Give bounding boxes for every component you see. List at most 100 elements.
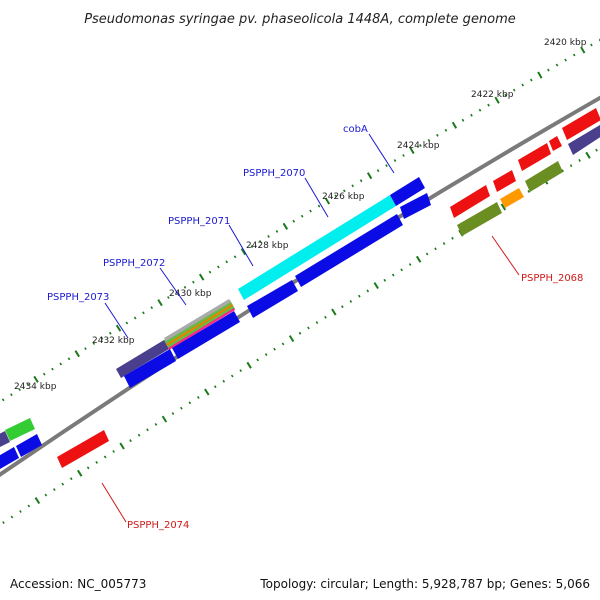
minor-tick: [86, 466, 90, 470]
major-tick: [537, 71, 543, 79]
major-tick: [74, 350, 80, 358]
minor-tick: [376, 169, 380, 173]
minor-tick: [233, 255, 237, 259]
cds-feature-blue[interactable]: [295, 214, 403, 287]
cds-feature-red[interactable]: [562, 108, 600, 140]
minor-tick: [408, 263, 412, 266]
cds-feature-blue[interactable]: [0, 447, 19, 469]
minor-tick: [569, 164, 573, 168]
cds-feature-blue[interactable]: [172, 311, 240, 359]
minor-tick: [133, 316, 137, 320]
minor-tick: [109, 331, 112, 335]
cds-feature-red[interactable]: [518, 143, 551, 171]
cds-feature-slate[interactable]: [568, 125, 600, 155]
gene-label-pspph-2070[interactable]: PSPPH_2070: [243, 168, 305, 179]
minor-tick: [442, 242, 446, 246]
scale-label: 2430 kbp: [169, 289, 212, 299]
minor-tick: [504, 93, 507, 97]
callout-line-pspph-2074: [101, 482, 127, 523]
minor-tick: [258, 240, 262, 243]
minor-tick: [154, 422, 158, 426]
minor-tick: [547, 68, 550, 72]
minor-tick: [51, 367, 54, 371]
scale-label: 2432 kbp: [92, 336, 135, 346]
gene-label-pspph-2072[interactable]: PSPPH_2072: [103, 258, 165, 269]
minor-tick: [213, 385, 217, 389]
minor-tick: [61, 482, 65, 486]
cds-feature-blue[interactable]: [16, 434, 42, 457]
cds-feature-blue[interactable]: [390, 177, 425, 206]
cds-feature-cyan[interactable]: [238, 195, 396, 300]
gene-label-pspph-2068[interactable]: PSPPH_2068: [521, 273, 583, 284]
minor-tick: [400, 268, 403, 272]
major-tick: [409, 146, 415, 155]
cds-feature-green[interactable]: [5, 418, 35, 441]
minor-tick: [150, 306, 154, 310]
minor-tick: [10, 515, 14, 519]
cds-feature-blue[interactable]: [247, 280, 298, 318]
minor-tick: [292, 219, 296, 223]
cds-feature-olive[interactable]: [525, 161, 563, 192]
forward-features: [0, 108, 600, 447]
minor-tick: [561, 169, 564, 173]
cds-feature-red[interactable]: [549, 136, 562, 151]
minor-tick: [142, 311, 145, 315]
minor-tick: [26, 382, 30, 386]
minor-tick: [527, 189, 531, 193]
minor-tick: [125, 321, 129, 325]
minor-tick: [44, 493, 48, 497]
callout-line-pspph-2072: [159, 267, 187, 306]
cds-feature-red[interactable]: [57, 430, 109, 468]
cds-feature-blue[interactable]: [124, 349, 176, 388]
minor-tick: [183, 285, 187, 289]
cds-feature-red[interactable]: [450, 185, 490, 218]
scale-label: 2426 kbp: [322, 192, 365, 202]
scale-label: 2424 kbp: [397, 141, 440, 151]
major-tick: [580, 46, 586, 54]
gene-label-pspph-2071[interactable]: PSPPH_2071: [168, 216, 230, 227]
minor-tick: [434, 247, 437, 251]
minor-tick: [391, 273, 395, 277]
major-tick: [288, 335, 295, 343]
minor-tick: [419, 143, 422, 147]
minor-tick: [317, 204, 321, 208]
minor-tick: [555, 63, 559, 67]
cds-feature-blue[interactable]: [400, 193, 431, 219]
minor-tick: [69, 477, 73, 481]
minor-tick: [530, 78, 533, 82]
minor-tick: [171, 412, 175, 416]
cds-feature-olive[interactable]: [457, 202, 502, 236]
minor-tick: [100, 336, 104, 340]
scale-labels: 2420 kbp 2422 kbp 2424 kbp 2426 kbp 2428…: [14, 38, 587, 392]
minor-tick: [188, 401, 192, 405]
minor-tick: [53, 488, 56, 492]
minor-tick: [385, 164, 388, 168]
cds-feature-red[interactable]: [493, 170, 516, 192]
callout-line-pspph-2070: [304, 177, 329, 218]
gene-label-pspph-2073[interactable]: PSPPH_2073: [47, 292, 109, 303]
minor-tick: [300, 214, 304, 218]
minor-tick: [10, 393, 13, 397]
minor-tick: [349, 299, 353, 303]
minor-tick: [267, 234, 270, 238]
minor-tick: [315, 321, 319, 325]
minor-tick: [264, 353, 268, 357]
minor-tick: [578, 159, 581, 162]
gene-label-pspph-2074[interactable]: PSPPH_2074: [127, 520, 189, 531]
minor-tick: [192, 280, 195, 284]
minor-tick: [309, 209, 312, 213]
cds-feature-slate[interactable]: [0, 431, 10, 447]
minor-tick: [273, 347, 276, 351]
minor-tick: [572, 53, 576, 57]
cds-feature-orange[interactable]: [500, 188, 524, 208]
major-tick: [494, 96, 500, 104]
major-tick: [415, 255, 422, 263]
minor-tick: [281, 342, 285, 346]
minor-tick: [451, 236, 454, 240]
minor-tick: [595, 148, 598, 152]
major-tick: [246, 361, 252, 369]
gene-label-coba[interactable]: cobA: [343, 124, 368, 135]
minor-tick: [521, 83, 524, 87]
cds-feature-slate[interactable]: [116, 340, 169, 378]
